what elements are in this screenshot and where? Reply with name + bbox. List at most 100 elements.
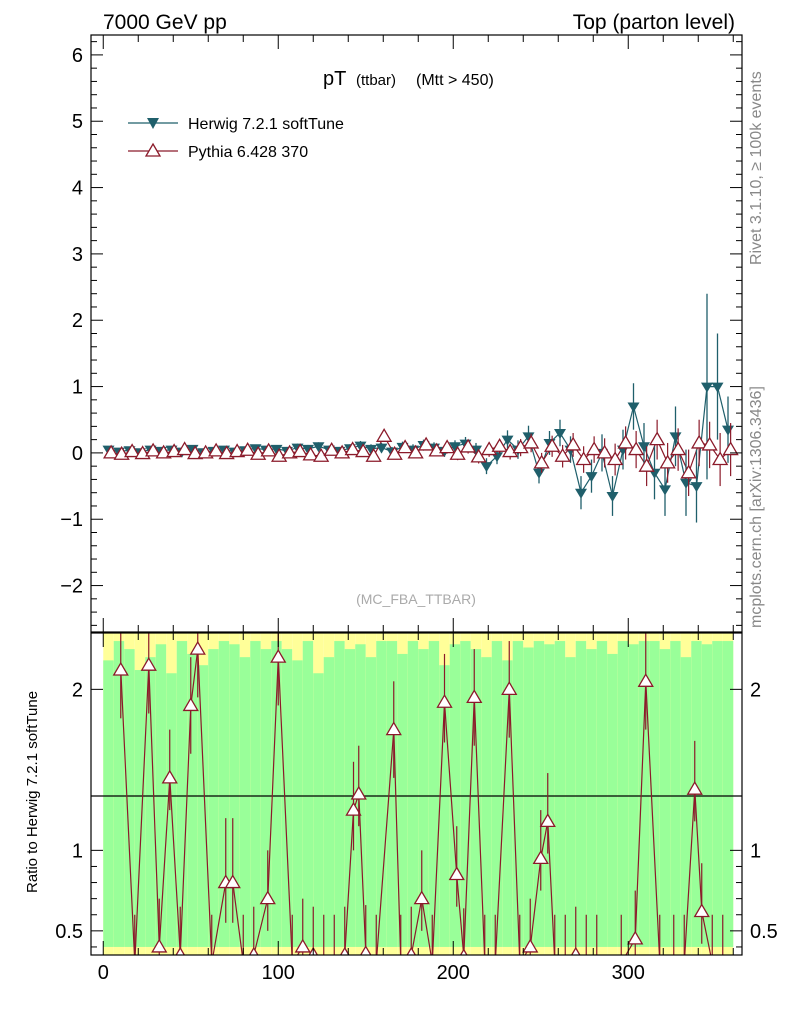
ratio-pythia-point bbox=[112, 661, 129, 676]
ratio-band-green bbox=[418, 649, 429, 947]
ratio-pythia-point bbox=[224, 874, 241, 889]
ratio-band-green bbox=[397, 653, 408, 947]
mcplots-label: mcplots.cern.ch [arXiv:1306.3436] bbox=[748, 386, 765, 628]
ratio-band-green bbox=[313, 673, 324, 947]
ratio-y-tick-label-left: 2 bbox=[72, 679, 83, 701]
pythia-point bbox=[711, 451, 729, 466]
ratio-pythia-point bbox=[637, 673, 654, 687]
pythia-point bbox=[176, 441, 193, 456]
pythia-point bbox=[396, 439, 414, 454]
main-y-tick-label: 3 bbox=[72, 244, 83, 266]
pythia-point bbox=[186, 445, 204, 460]
main-y-tick-label: 0 bbox=[72, 443, 83, 465]
pythia-point bbox=[260, 442, 277, 457]
pythia-point bbox=[438, 439, 456, 454]
ratio-band-green bbox=[365, 657, 377, 947]
ratio-pythia-point bbox=[248, 946, 259, 955]
pythia-point bbox=[281, 444, 298, 459]
ratio-pythia-point bbox=[359, 945, 372, 955]
ratio-pythia-point bbox=[175, 946, 186, 955]
ratio-pythia-point bbox=[376, 954, 377, 955]
ratio-band-green bbox=[407, 641, 419, 947]
ratio-panel: 0.5 0.5 1 1 2 2 0 100 200 300 Ratio to Herwig 7.… bbox=[24, 632, 778, 984]
herwig-point bbox=[659, 485, 671, 496]
herwig-point bbox=[554, 429, 566, 439]
main-y-axis: −2 −1 0 1 2 3 4 5 6 bbox=[60, 41, 742, 626]
ratio-series-layer bbox=[112, 633, 724, 955]
ratio-band-green bbox=[323, 657, 335, 947]
ratio-pythia-point bbox=[539, 813, 556, 828]
pythia-point bbox=[354, 443, 372, 458]
pythia-point bbox=[459, 438, 477, 453]
herwig-point bbox=[575, 488, 587, 499]
main-y-tick-label: −2 bbox=[60, 576, 83, 598]
ratio-pythia-point bbox=[693, 903, 710, 918]
ratio-band-green bbox=[292, 660, 303, 947]
herwig-point bbox=[701, 382, 713, 393]
ratio-y-tick-label-right: 1 bbox=[750, 840, 761, 862]
pythia-point bbox=[659, 454, 676, 469]
pythia-point bbox=[638, 457, 655, 472]
ratio-band-green bbox=[176, 641, 188, 947]
herwig-point bbox=[669, 432, 682, 443]
pythia-point bbox=[575, 451, 592, 466]
ratio-band-green bbox=[596, 641, 608, 947]
ratio-band-green bbox=[491, 641, 503, 947]
ratio-pythia-point bbox=[400, 954, 401, 955]
main-y-tick-label: −1 bbox=[60, 509, 83, 531]
ratio-pythia-point bbox=[385, 721, 402, 736]
ratio-band-green bbox=[218, 641, 230, 947]
x-tick-label: 300 bbox=[612, 962, 645, 984]
herwig-point bbox=[585, 472, 598, 483]
pythia-point bbox=[449, 445, 466, 460]
ratio-y-tick-label-right: 2 bbox=[750, 679, 761, 701]
pythia-point bbox=[144, 442, 162, 457]
herwig-point bbox=[690, 482, 703, 493]
pythia-point bbox=[239, 441, 256, 456]
herwig-point bbox=[711, 382, 724, 393]
herwig-point bbox=[638, 442, 650, 453]
ratio-pythia-point bbox=[140, 656, 157, 671]
ratio-pythia-point bbox=[189, 640, 206, 655]
ratio-band-green bbox=[187, 653, 198, 947]
ratio-pythia-point bbox=[294, 938, 311, 953]
ratio-band-green bbox=[586, 649, 597, 947]
ratio-band-green bbox=[722, 641, 734, 947]
pythia-point bbox=[606, 451, 624, 466]
legend: Herwig 7.2.1 softTune Pythia 6.428 370 bbox=[128, 116, 344, 161]
herwig-point bbox=[501, 435, 514, 446]
herwig-point bbox=[375, 443, 388, 454]
ratio-pythia-point bbox=[659, 954, 660, 955]
pythia-point bbox=[722, 441, 739, 456]
pythia-point bbox=[407, 444, 424, 459]
ratio-pythia-point bbox=[323, 954, 324, 955]
ratio-band-green bbox=[502, 660, 513, 947]
ratio-band-green bbox=[271, 641, 282, 947]
legend-pythia-marker bbox=[144, 142, 162, 157]
ratio-band-green bbox=[712, 641, 723, 947]
ratio-pythia-point bbox=[134, 954, 135, 955]
chart-title: pT bbox=[323, 68, 346, 90]
ratio-pythia-point bbox=[554, 954, 555, 955]
rivet-version-label: Rivet 3.1.10, ≥ 100k events bbox=[748, 71, 765, 265]
ratio-band-green bbox=[460, 641, 471, 947]
ratio-band-green bbox=[239, 657, 251, 947]
pythia-point bbox=[302, 446, 319, 461]
main-y-tick-label: 4 bbox=[72, 178, 83, 200]
ratio-band-green bbox=[670, 641, 681, 947]
ratio-band-green bbox=[428, 641, 440, 947]
x-tick-label: 0 bbox=[98, 962, 109, 984]
pythia-point bbox=[102, 444, 120, 459]
ratio-band-green bbox=[386, 641, 398, 947]
pythia-point bbox=[554, 447, 571, 462]
ratio-band-green bbox=[134, 670, 146, 947]
ratio-pythia-point bbox=[334, 954, 335, 955]
ratio-pythia-point bbox=[151, 938, 168, 953]
main-y-tick-label: 1 bbox=[72, 377, 83, 399]
ratio-band-green bbox=[554, 641, 566, 947]
ratio-band-green bbox=[103, 660, 114, 947]
ratio-pythia-point bbox=[673, 954, 674, 955]
ratio-band-green bbox=[250, 641, 261, 947]
pythia-point bbox=[365, 447, 382, 462]
